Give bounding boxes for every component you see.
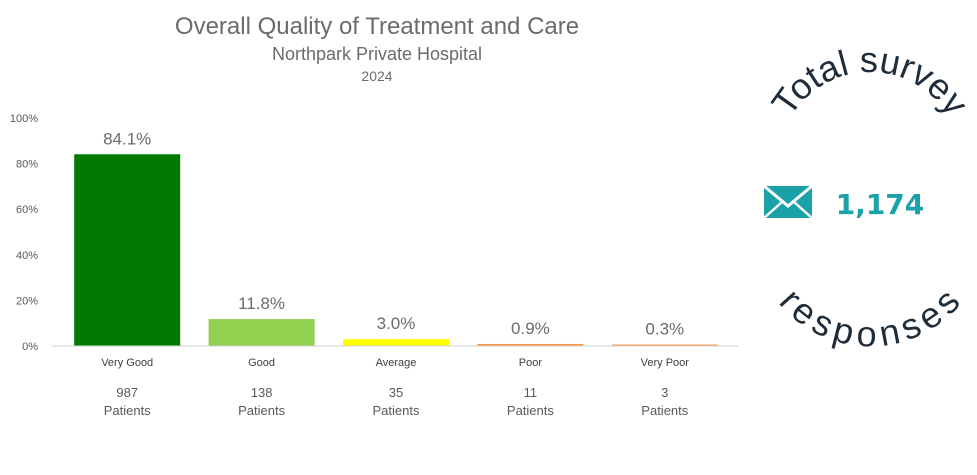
bar-value-label: 0.3% bbox=[645, 320, 684, 339]
y-tick-label: 100% bbox=[10, 113, 38, 125]
bar-very-poor bbox=[611, 344, 718, 346]
bar-average bbox=[343, 339, 449, 346]
chart-title: Overall Quality of Treatment and Care bbox=[175, 13, 579, 40]
bars: 84.1% Very Good 987 Patients 11.8% Good 138 Pat… bbox=[74, 129, 718, 418]
chart-year: 2024 bbox=[361, 68, 392, 84]
patient-count: 3 bbox=[661, 385, 668, 400]
x-tick-label: Very Good bbox=[101, 357, 153, 369]
y-tick-label: 60% bbox=[16, 204, 38, 216]
patient-count-unit: Patients bbox=[373, 403, 420, 418]
patient-count-unit: Patients bbox=[641, 403, 688, 418]
bar-value-label: 84.1% bbox=[103, 129, 151, 148]
bar-very-good bbox=[74, 154, 181, 346]
x-tick-label: Average bbox=[376, 357, 417, 369]
patient-count: 35 bbox=[389, 385, 403, 400]
badge-arc-bottom: responses bbox=[772, 281, 968, 355]
y-tick-label: 80% bbox=[16, 159, 38, 171]
y-tick-label: 0% bbox=[22, 341, 38, 353]
x-tick-label: Poor bbox=[519, 357, 543, 369]
bar-poor bbox=[477, 343, 584, 346]
patient-count-unit: Patients bbox=[238, 403, 285, 418]
y-axis: 0% 20% 40% 60% 80% 100% bbox=[10, 113, 38, 353]
badge-arc-top: Total survey bbox=[763, 39, 977, 122]
y-tick-label: 20% bbox=[16, 295, 38, 307]
bar-good bbox=[208, 319, 315, 346]
patient-count-unit: Patients bbox=[104, 403, 151, 418]
bar-value-label: 3.0% bbox=[377, 314, 416, 333]
y-tick-label: 40% bbox=[16, 250, 38, 262]
x-tick-label: Good bbox=[248, 357, 275, 369]
bar-value-label: 11.8% bbox=[238, 294, 285, 313]
chart-subtitle: Northpark Private Hospital bbox=[272, 44, 482, 64]
badge-total: 1,174 bbox=[836, 188, 925, 221]
total-responses-badge: Total survey responses 1,174 bbox=[763, 39, 977, 355]
patient-count: 11 bbox=[524, 385, 538, 400]
patient-count: 138 bbox=[251, 385, 273, 400]
patient-count-unit: Patients bbox=[507, 403, 554, 418]
patient-count: 987 bbox=[116, 385, 138, 400]
x-tick-label: Very Poor bbox=[641, 357, 690, 369]
envelope-icon bbox=[763, 184, 813, 219]
bar-value-label: 0.9% bbox=[511, 319, 550, 338]
